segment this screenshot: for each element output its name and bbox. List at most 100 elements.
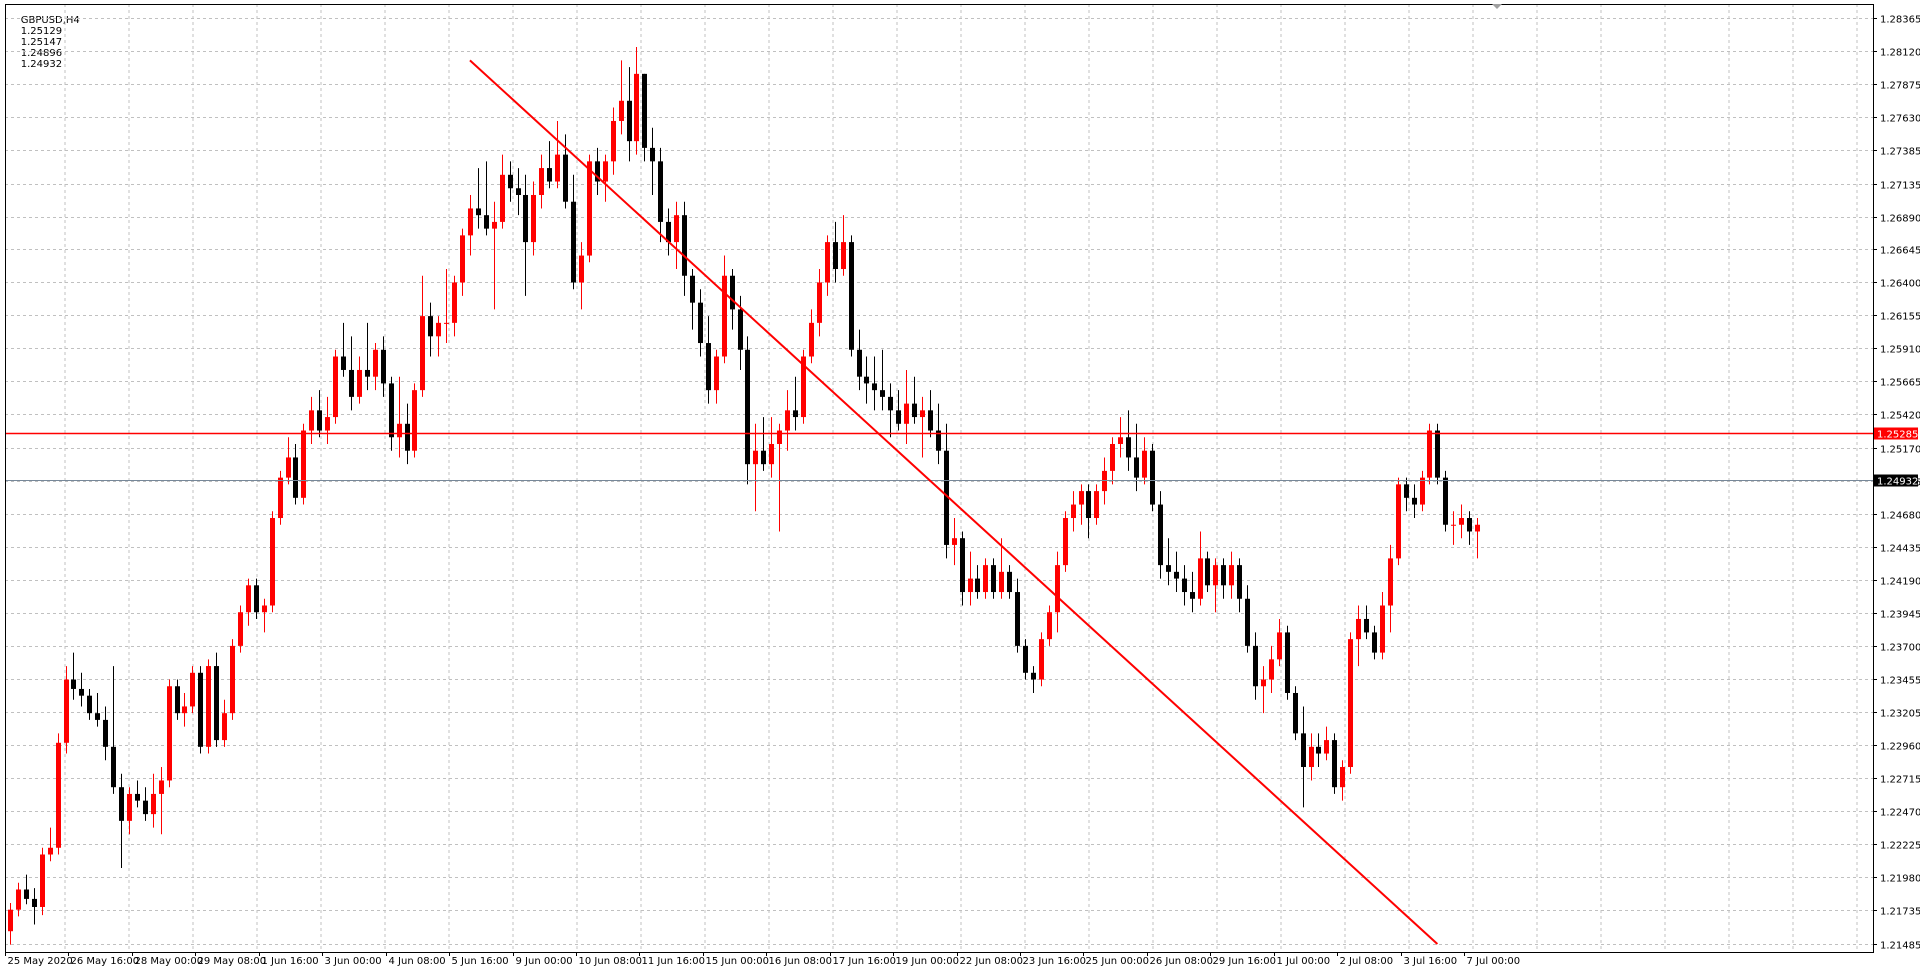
candle-body-bull xyxy=(825,242,830,283)
candle-body-bear xyxy=(864,376,869,384)
y-tick-label: 1.25665 xyxy=(1880,378,1920,389)
candle-body-bear xyxy=(349,369,354,397)
candle-body-bear xyxy=(1316,746,1321,754)
candle-body-bear xyxy=(745,349,750,465)
candle-body-bull xyxy=(611,120,616,162)
candle-body-bull xyxy=(1277,632,1282,660)
candle-body-bear xyxy=(293,457,298,498)
candle-body-bear xyxy=(508,174,513,189)
candle-body-bear xyxy=(912,403,917,418)
bid-price-label: 1.24932 xyxy=(1877,477,1918,488)
candle-body-bull xyxy=(753,450,758,465)
y-tick-label: 1.25910 xyxy=(1880,345,1920,356)
candle-body-bear xyxy=(1253,645,1258,687)
candle-body-bull xyxy=(286,457,291,478)
x-tick-label: 7 Jul 00:00 xyxy=(1467,956,1521,967)
candle-body-bull xyxy=(500,174,505,222)
candle-body-bull xyxy=(444,322,449,324)
x-tick-label: 10 Jun 08:00 xyxy=(579,956,643,967)
candle-body-bull xyxy=(1261,679,1266,687)
candle-body-bear xyxy=(1150,450,1155,505)
y-tick-label: 1.28365 xyxy=(1880,15,1920,26)
candle-body-bull xyxy=(1475,524,1480,532)
close-price: 1.24932 xyxy=(20,59,63,70)
candle-body-bull xyxy=(1309,746,1314,768)
candle-body-bear xyxy=(484,215,489,229)
candle-body-bull xyxy=(1451,524,1456,526)
candle-body-bear xyxy=(254,585,259,613)
candle-body-bear xyxy=(476,208,481,216)
candle-body-bull xyxy=(817,282,822,323)
candle-body-bear xyxy=(1174,571,1179,579)
y-tick-label: 1.26400 xyxy=(1880,279,1920,290)
candles xyxy=(8,46,1480,945)
candle-body-bull xyxy=(151,793,156,815)
candle-body-bull xyxy=(634,73,639,142)
candle-body-bull xyxy=(333,356,338,418)
trendline[interactable] xyxy=(469,59,1439,945)
low-price: 1.24896 xyxy=(20,48,63,59)
candle-body-bull xyxy=(246,585,251,613)
candle-body-bull xyxy=(722,275,727,357)
candle-body-bull xyxy=(1340,767,1345,788)
y-tick-label: 1.24680 xyxy=(1880,511,1920,522)
candle-body-bull xyxy=(1324,740,1329,754)
candle-body-bear xyxy=(944,450,949,545)
candle-body-bear xyxy=(71,679,76,689)
candle-body-bull xyxy=(1229,565,1234,586)
y-tick-label: 1.21735 xyxy=(1880,907,1920,918)
candle-body-bull xyxy=(238,612,243,646)
candle-body-bull xyxy=(492,221,497,229)
y-tick-label: 1.21485 xyxy=(1880,941,1920,952)
candle-body-bull xyxy=(222,713,227,741)
candle-body-bull xyxy=(1110,443,1115,471)
candle-body-bear xyxy=(405,423,410,451)
candle-body-bear xyxy=(389,383,394,438)
y-tick-label: 1.23455 xyxy=(1880,676,1920,687)
candle-body-bull xyxy=(159,780,164,794)
candle-body-bull xyxy=(619,100,624,121)
candle-body-bear xyxy=(595,161,600,182)
candle-body-bull xyxy=(1356,618,1361,640)
candle-body-bear xyxy=(1293,692,1298,734)
candle-body-bear xyxy=(872,383,877,391)
candle-body-bull xyxy=(40,854,45,907)
candle-body-bull xyxy=(1348,639,1353,768)
candle-body-bull xyxy=(801,356,806,418)
candle-body-bull xyxy=(397,423,402,438)
y-tick-label: 1.26645 xyxy=(1880,246,1920,257)
candle-body-bull xyxy=(1380,605,1385,653)
candle-body-bull xyxy=(579,255,584,283)
x-tick-label: 26 Jun 08:00 xyxy=(1150,956,1214,967)
horizontal-line-price-tag xyxy=(1874,427,1918,440)
candle-body-bull xyxy=(1198,558,1203,599)
candle-body-bull xyxy=(1459,518,1464,525)
candle-body-bear xyxy=(857,349,862,377)
x-tick-label: 17 Jun 16:00 xyxy=(833,956,897,967)
x-tick-label: 3 Jun 00:00 xyxy=(325,956,382,967)
scroll-marker-icon[interactable] xyxy=(1492,4,1502,9)
candle-body-bull xyxy=(48,847,53,855)
y-tick-label: 1.26890 xyxy=(1880,214,1920,225)
x-tick-label: 29 May 08:00 xyxy=(198,956,267,967)
candle-body-bull xyxy=(436,322,441,337)
candle-body-bear xyxy=(1435,430,1440,478)
x-tick-label: 1 Jun 16:00 xyxy=(262,956,319,967)
x-tick-label: 3 Jul 16:00 xyxy=(1404,956,1458,967)
candle-body-bull xyxy=(674,215,679,243)
x-tick-label: 25 Jun 00:00 xyxy=(1086,956,1150,967)
candle-body-bear xyxy=(563,154,568,202)
candle-body-bull xyxy=(412,390,417,451)
candle-body-bear xyxy=(547,168,552,182)
candle-body-bear xyxy=(730,275,735,310)
candle-body-bear xyxy=(32,898,37,907)
candle-body-bear xyxy=(1023,645,1028,673)
x-tick-label: 22 Jun 08:00 xyxy=(960,956,1024,967)
candle-body-bear xyxy=(1245,598,1250,646)
x-tick-label: 11 Jun 16:00 xyxy=(642,956,706,967)
candle-body-bear xyxy=(880,390,885,397)
candle-body-bull xyxy=(1071,504,1076,519)
candle-body-bull xyxy=(1427,430,1432,478)
